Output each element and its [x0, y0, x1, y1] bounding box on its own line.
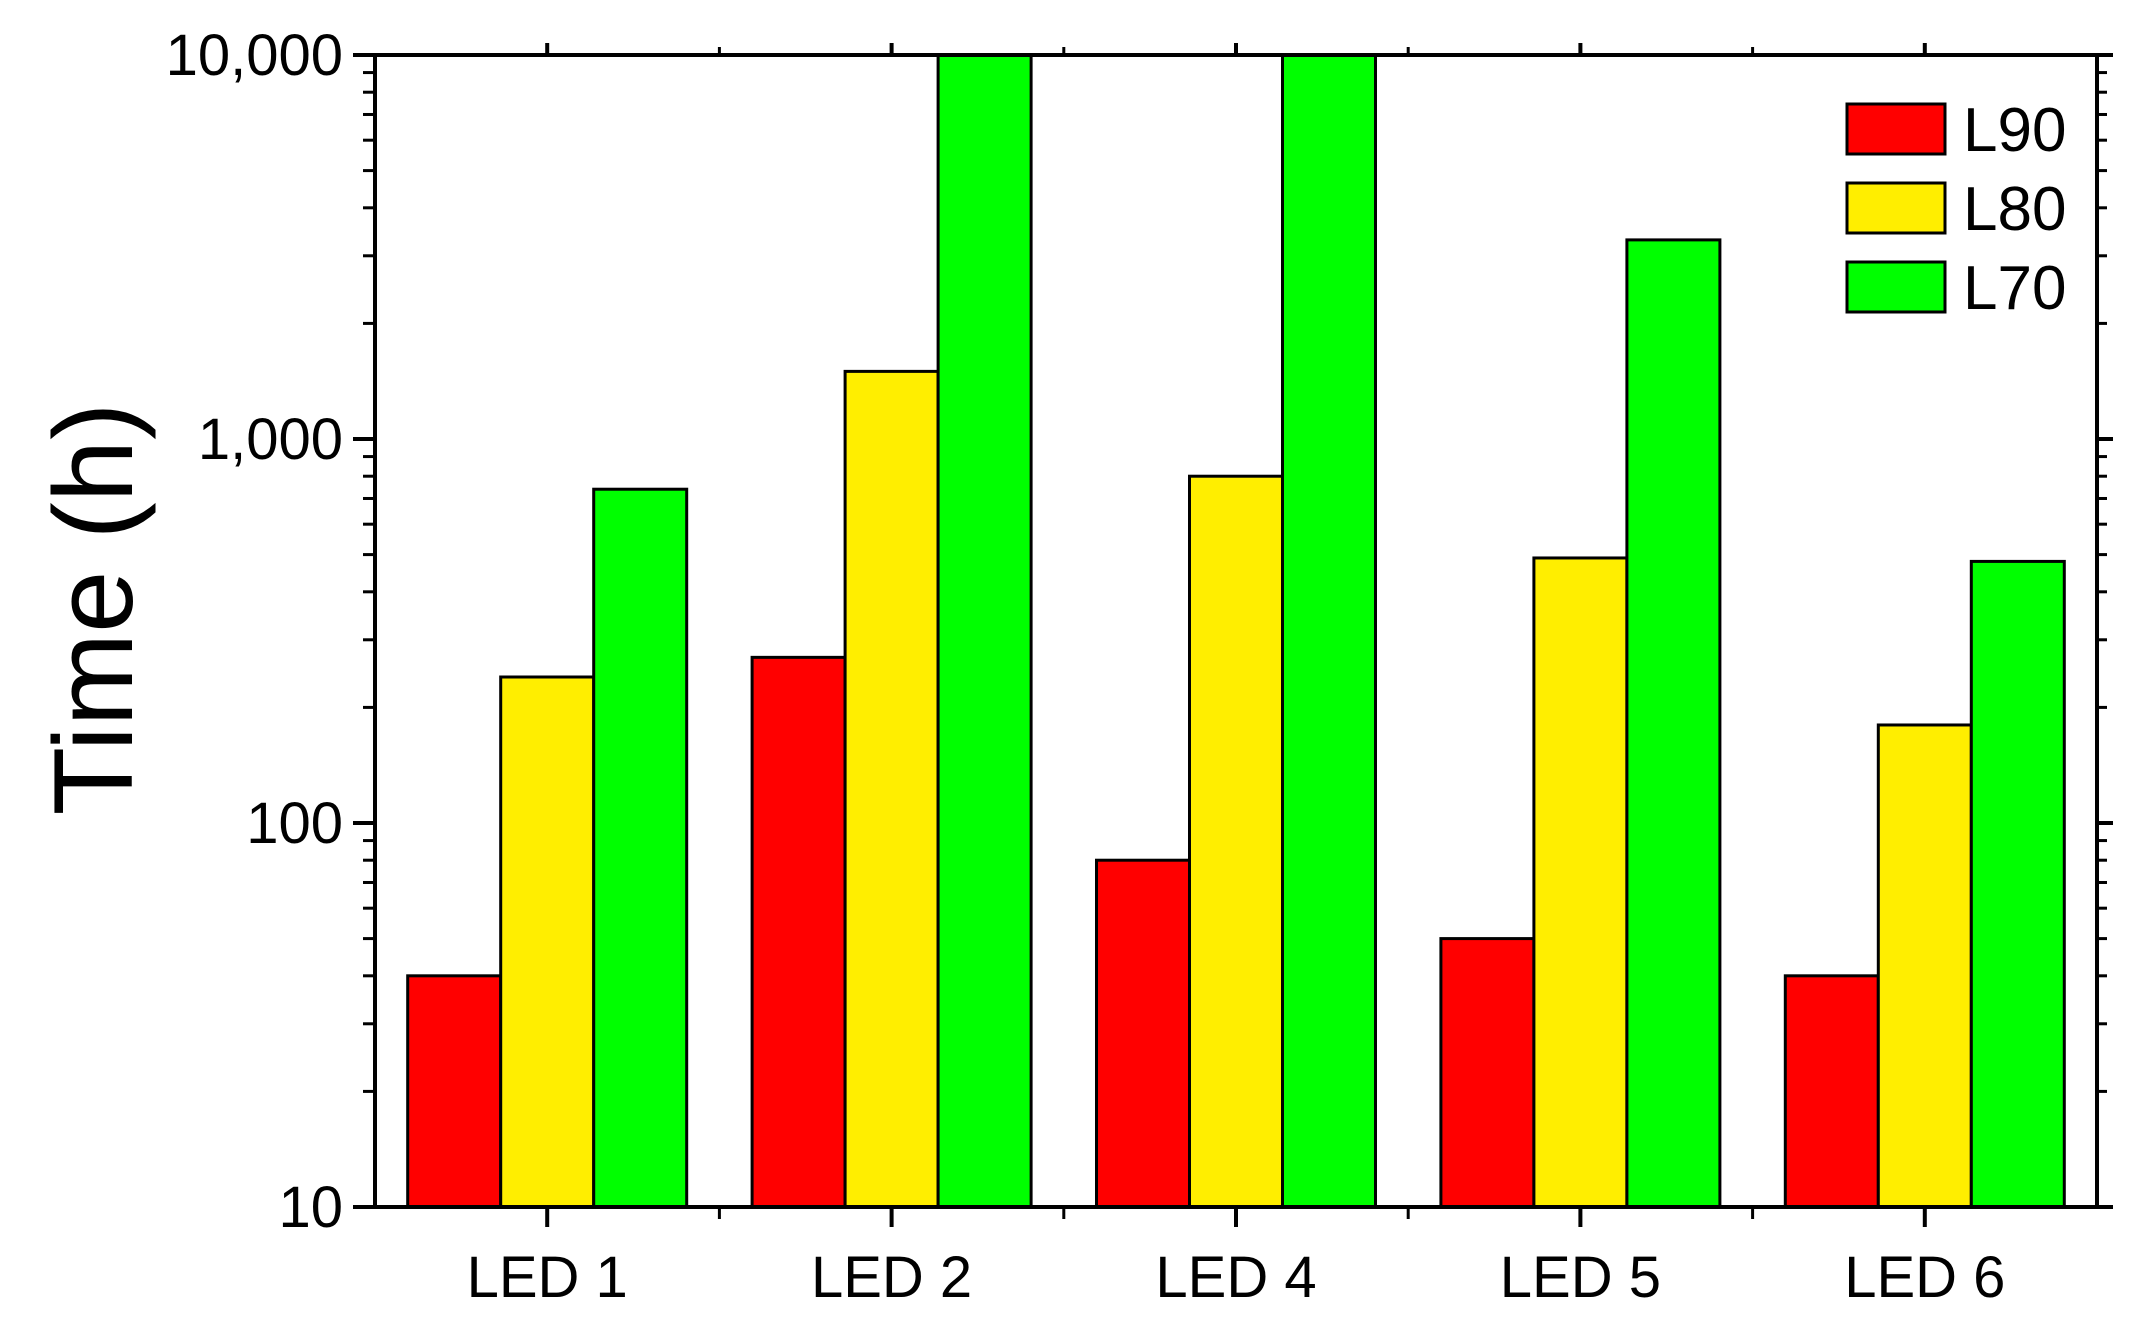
legend-swatch-l80 [1845, 181, 1947, 235]
bar-l80-led-2 [843, 369, 940, 1209]
bar-l90-led-6 [1783, 974, 1880, 1209]
axes-layer [353, 43, 2113, 1227]
x-tick-label: LED 2 [811, 1245, 972, 1310]
bar-l80-led-1 [499, 675, 596, 1209]
x-tick-label: LED 1 [467, 1245, 628, 1310]
bar-l90-led-5 [1439, 937, 1536, 1209]
bar-l90-led-4 [1095, 858, 1191, 1209]
bars-layer [406, 53, 2066, 1209]
bar-l70-led-4 [1281, 53, 1377, 1209]
bar-l80-led-4 [1188, 474, 1284, 1209]
legend-label-l90: L90 [1963, 96, 2066, 165]
bar-l70-led-1 [592, 487, 689, 1209]
bar-l90-led-1 [406, 974, 503, 1209]
y-tick-label: 100 [246, 791, 343, 856]
x-tick-label: LED 4 [1155, 1245, 1316, 1310]
legend-swatch-l70 [1845, 260, 1947, 314]
legend-label-l70: L70 [1963, 254, 2066, 323]
y-tick-label: 1,000 [198, 407, 343, 472]
y-tick-label: 10,000 [166, 23, 343, 88]
bar-l70-led-2 [936, 53, 1033, 1209]
bar-l80-led-6 [1876, 723, 1973, 1209]
legend-label-l80: L80 [1963, 175, 2066, 244]
y-axis-title: Time (h) [31, 403, 156, 816]
bar-l80-led-5 [1532, 556, 1629, 1209]
x-tick-label: LED 5 [1500, 1245, 1661, 1310]
bar-l70-led-6 [1969, 559, 2066, 1209]
x-tick-label: LED 6 [1844, 1245, 2005, 1310]
labels-layer: 10 100 1,000 10,000 LED 1 LED 2 LED 4 LED 5 LED … [31, 23, 2005, 1310]
y-tick-label: 10 [278, 1175, 343, 1240]
legend-swatch-l90 [1845, 102, 1947, 156]
bar-l90-led-2 [750, 655, 847, 1209]
legend: L90 L80 L70 [1845, 96, 2066, 323]
bar-l70-led-5 [1625, 238, 1722, 1209]
